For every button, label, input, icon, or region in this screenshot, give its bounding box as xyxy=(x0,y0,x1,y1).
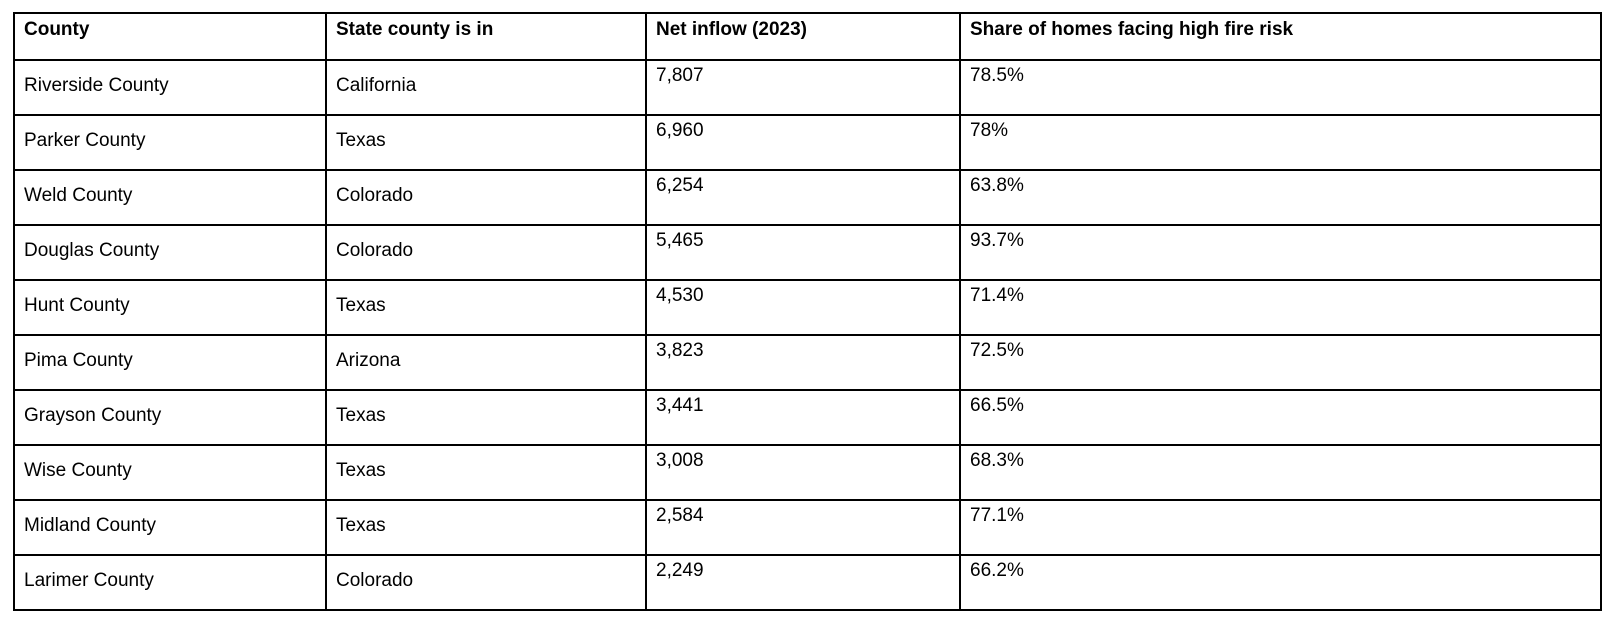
fire-risk-share-cell: 72.5% xyxy=(959,334,1602,391)
table-row: Midland County Texas 2,584 77.1% xyxy=(13,499,1602,556)
county-cell: Pima County xyxy=(13,334,327,391)
fire-risk-share-cell: 63.8% xyxy=(959,169,1602,226)
net-inflow-cell: 6,254 xyxy=(645,169,961,226)
fire-risk-share-cell: 77.1% xyxy=(959,499,1602,556)
state-cell: Colorado xyxy=(325,169,647,226)
state-cell: California xyxy=(325,59,647,116)
state-cell: Texas xyxy=(325,499,647,556)
net-inflow-cell: 6,960 xyxy=(645,114,961,171)
fire-risk-share-cell: 68.3% xyxy=(959,444,1602,501)
table-row: Parker County Texas 6,960 78% xyxy=(13,114,1602,171)
county-cell: Douglas County xyxy=(13,224,327,281)
table-row: Wise County Texas 3,008 68.3% xyxy=(13,444,1602,501)
column-header-net-inflow: Net inflow (2023) xyxy=(645,12,961,61)
fire-risk-share-cell: 66.2% xyxy=(959,554,1602,611)
table-header: County State county is in Net inflow (2023… xyxy=(13,12,1602,61)
net-inflow-cell: 3,823 xyxy=(645,334,961,391)
column-header-county: County xyxy=(13,12,327,61)
county-cell: Parker County xyxy=(13,114,327,171)
state-cell: Texas xyxy=(325,389,647,446)
county-cell: Larimer County xyxy=(13,554,327,611)
table-row: Pima County Arizona 3,823 72.5% xyxy=(13,334,1602,391)
county-cell: Weld County xyxy=(13,169,327,226)
county-cell: Midland County xyxy=(13,499,327,556)
state-cell: Texas xyxy=(325,114,647,171)
column-header-fire-risk-share: Share of homes facing high fire risk xyxy=(959,12,1602,61)
net-inflow-cell: 3,008 xyxy=(645,444,961,501)
state-cell: Texas xyxy=(325,444,647,501)
table-row: Weld County Colorado 6,254 63.8% xyxy=(13,169,1602,226)
county-cell: Riverside County xyxy=(13,59,327,116)
net-inflow-cell: 2,584 xyxy=(645,499,961,556)
table-header-row: County State county is in Net inflow (2023… xyxy=(13,12,1602,61)
county-cell: Hunt County xyxy=(13,279,327,336)
table-row: Grayson County Texas 3,441 66.5% xyxy=(13,389,1602,446)
net-inflow-cell: 5,465 xyxy=(645,224,961,281)
net-inflow-cell: 4,530 xyxy=(645,279,961,336)
table-row: Larimer County Colorado 2,249 66.2% xyxy=(13,554,1602,611)
fire-risk-share-cell: 93.7% xyxy=(959,224,1602,281)
state-cell: Texas xyxy=(325,279,647,336)
column-header-state: State county is in xyxy=(325,12,647,61)
county-cell: Wise County xyxy=(13,444,327,501)
fire-risk-share-cell: 78.5% xyxy=(959,59,1602,116)
net-inflow-cell: 2,249 xyxy=(645,554,961,611)
table-row: Hunt County Texas 4,530 71.4% xyxy=(13,279,1602,336)
state-cell: Arizona xyxy=(325,334,647,391)
state-cell: Colorado xyxy=(325,554,647,611)
state-cell: Colorado xyxy=(325,224,647,281)
county-cell: Grayson County xyxy=(13,389,327,446)
counties-fire-risk-table: County State county is in Net inflow (2023… xyxy=(13,12,1602,611)
table-row: Riverside County California 7,807 78.5% xyxy=(13,59,1602,116)
fire-risk-share-cell: 78% xyxy=(959,114,1602,171)
fire-risk-share-cell: 71.4% xyxy=(959,279,1602,336)
net-inflow-cell: 3,441 xyxy=(645,389,961,446)
fire-risk-share-cell: 66.5% xyxy=(959,389,1602,446)
table-row: Douglas County Colorado 5,465 93.7% xyxy=(13,224,1602,281)
net-inflow-cell: 7,807 xyxy=(645,59,961,116)
table-body: Riverside County California 7,807 78.5% Park… xyxy=(13,59,1602,611)
